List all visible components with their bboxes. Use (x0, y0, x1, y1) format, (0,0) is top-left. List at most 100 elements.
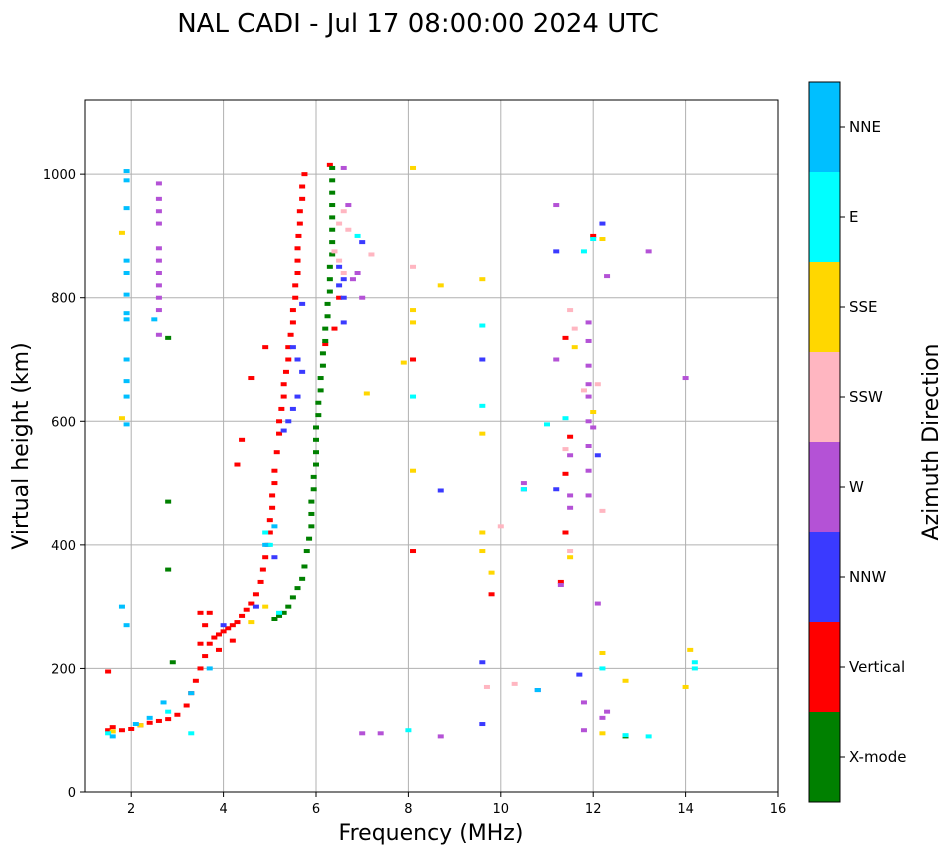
data-point (105, 728, 112, 733)
data-point (553, 249, 560, 254)
data-point (479, 530, 486, 535)
data-point (585, 338, 592, 343)
data-point (319, 351, 326, 356)
data-point (562, 471, 569, 476)
data-point (599, 221, 606, 226)
data-point (359, 731, 366, 736)
data-point (331, 249, 338, 254)
data-point (553, 487, 560, 492)
data-point (511, 681, 518, 686)
data-point (354, 271, 361, 275)
data-point (220, 623, 227, 628)
data-point (299, 301, 306, 306)
data-point (118, 416, 125, 421)
data-point (276, 419, 283, 424)
colorbar-label: SSW (849, 388, 883, 406)
series-vertical (105, 162, 597, 733)
data-point (340, 209, 347, 214)
data-point (410, 468, 417, 473)
data-point (567, 505, 574, 510)
data-point (326, 264, 333, 269)
data-point (329, 252, 336, 257)
data-point (271, 468, 278, 473)
data-point (567, 453, 574, 458)
data-point (197, 666, 204, 671)
data-point (479, 277, 486, 282)
data-point (118, 728, 125, 733)
data-point (329, 165, 336, 170)
data-point (479, 549, 486, 554)
y-tick-label: 400 (51, 539, 76, 554)
data-point (622, 733, 629, 738)
data-point (682, 376, 689, 381)
data-point (567, 308, 574, 313)
colorbar-label: X-mode (849, 748, 906, 766)
data-point (239, 613, 246, 618)
data-point (234, 462, 241, 467)
data-point (105, 731, 112, 736)
data-point (299, 369, 306, 374)
data-point (123, 379, 130, 384)
data-point (322, 338, 329, 343)
data-point (123, 258, 130, 263)
data-point (299, 576, 306, 581)
data-point (289, 595, 296, 600)
data-point (585, 468, 592, 473)
data-point (296, 221, 303, 226)
colorbar-label: NNE (849, 118, 881, 136)
data-point (289, 406, 296, 411)
data-point (269, 493, 276, 498)
data-point (301, 172, 308, 177)
chart-title: NAL CADI - Jul 17 08:00:00 2024 UTC (177, 9, 659, 39)
data-point (280, 394, 287, 399)
x-tick-label: 10 (493, 802, 510, 817)
data-point (192, 678, 199, 683)
data-point (326, 277, 333, 282)
data-point (262, 530, 269, 535)
data-point (326, 162, 333, 167)
data-point (188, 691, 195, 696)
data-point (229, 623, 236, 628)
data-point (215, 632, 222, 637)
data-point (520, 487, 527, 492)
data-point (604, 274, 611, 279)
data-point (155, 221, 162, 226)
data-point (571, 345, 578, 350)
data-point (215, 647, 222, 652)
data-point (259, 567, 266, 572)
data-point (585, 363, 592, 368)
data-point (326, 289, 333, 294)
data-point (329, 215, 336, 220)
data-point (329, 240, 336, 245)
data-point (294, 357, 301, 362)
data-point (128, 726, 135, 731)
data-point (544, 422, 550, 427)
data-point (585, 493, 592, 498)
data-point (294, 258, 301, 263)
data-point (295, 233, 302, 238)
data-point (322, 326, 329, 331)
x-tick-label: 12 (585, 802, 602, 817)
colorbar-segment (809, 352, 840, 442)
data-point (165, 499, 172, 504)
data-point (479, 722, 486, 727)
data-point (340, 277, 347, 282)
x-axis-label: Frequency (MHz) (339, 821, 524, 846)
series-nne (109, 169, 541, 739)
data-point (285, 419, 292, 424)
data-point (239, 437, 246, 442)
data-point (299, 184, 306, 189)
data-point (289, 308, 296, 313)
data-point (206, 666, 213, 671)
data-point (285, 357, 292, 362)
data-point (562, 335, 569, 340)
data-point (294, 586, 301, 591)
data-point (276, 610, 283, 615)
data-point (313, 425, 319, 430)
data-point (562, 447, 569, 452)
data-point (359, 240, 366, 245)
data-point (567, 549, 574, 554)
data-point (294, 394, 301, 399)
data-point (252, 592, 259, 597)
data-point (590, 425, 597, 430)
